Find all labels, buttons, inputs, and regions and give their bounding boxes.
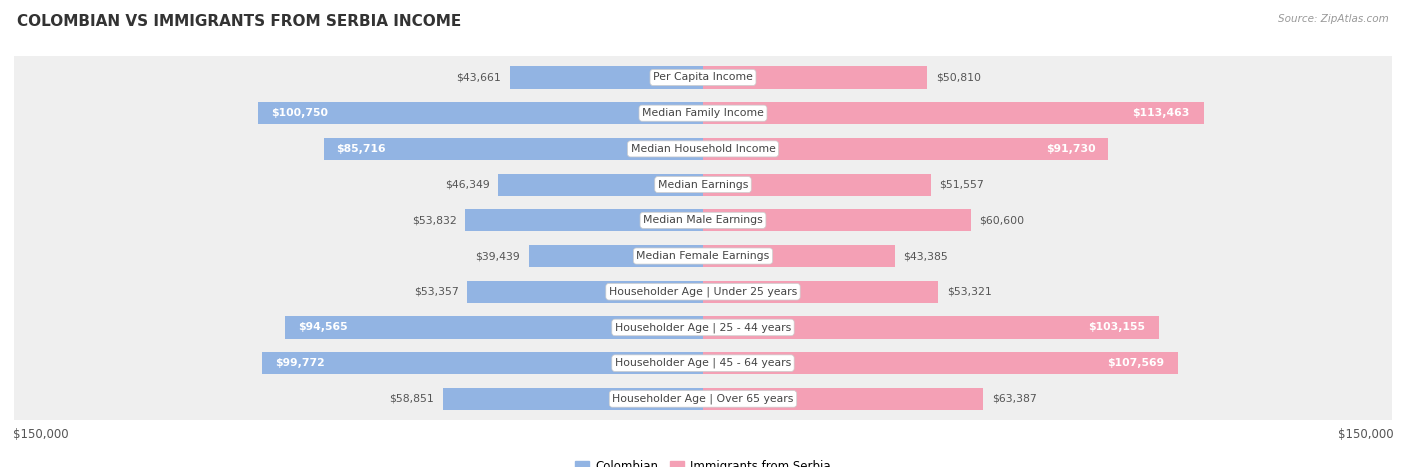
- FancyBboxPatch shape: [14, 221, 1392, 290]
- FancyBboxPatch shape: [14, 293, 1392, 362]
- FancyBboxPatch shape: [14, 186, 1392, 255]
- Bar: [443, 388, 703, 410]
- Text: COLOMBIAN VS IMMIGRANTS FROM SERBIA INCOME: COLOMBIAN VS IMMIGRANTS FROM SERBIA INCO…: [17, 14, 461, 29]
- Text: $58,851: $58,851: [389, 394, 434, 404]
- Text: Householder Age | Under 25 years: Householder Age | Under 25 years: [609, 286, 797, 297]
- Text: Median Family Income: Median Family Income: [643, 108, 763, 118]
- Text: $85,716: $85,716: [336, 144, 385, 154]
- Bar: [703, 138, 1108, 160]
- Bar: [285, 316, 703, 339]
- FancyBboxPatch shape: [14, 43, 1392, 112]
- FancyBboxPatch shape: [14, 114, 1392, 184]
- FancyBboxPatch shape: [14, 364, 1392, 433]
- Text: Median Household Income: Median Household Income: [630, 144, 776, 154]
- FancyBboxPatch shape: [14, 328, 1392, 398]
- Bar: [529, 245, 703, 267]
- Bar: [467, 281, 703, 303]
- Bar: [465, 209, 703, 231]
- Bar: [703, 388, 983, 410]
- Text: $46,349: $46,349: [444, 180, 489, 190]
- FancyBboxPatch shape: [14, 257, 1392, 326]
- Text: $60,600: $60,600: [980, 215, 1025, 225]
- Text: Median Earnings: Median Earnings: [658, 180, 748, 190]
- Text: $43,661: $43,661: [457, 72, 502, 83]
- Bar: [703, 281, 938, 303]
- Bar: [703, 209, 970, 231]
- Text: $63,387: $63,387: [991, 394, 1036, 404]
- Bar: [325, 138, 703, 160]
- Text: $107,569: $107,569: [1107, 358, 1164, 368]
- Text: $51,557: $51,557: [939, 180, 984, 190]
- Text: $53,832: $53,832: [412, 215, 457, 225]
- Text: $113,463: $113,463: [1132, 108, 1189, 118]
- Bar: [703, 66, 928, 89]
- Text: $50,810: $50,810: [936, 72, 981, 83]
- Text: $43,385: $43,385: [904, 251, 948, 261]
- Bar: [263, 352, 703, 374]
- Bar: [703, 245, 894, 267]
- Text: $53,357: $53,357: [413, 287, 458, 297]
- Bar: [703, 316, 1159, 339]
- FancyBboxPatch shape: [14, 150, 1392, 219]
- Bar: [259, 102, 703, 124]
- Text: $100,750: $100,750: [271, 108, 329, 118]
- Text: Householder Age | 25 - 44 years: Householder Age | 25 - 44 years: [614, 322, 792, 333]
- Text: $99,772: $99,772: [276, 358, 325, 368]
- Bar: [703, 174, 931, 196]
- Text: $39,439: $39,439: [475, 251, 520, 261]
- Bar: [498, 174, 703, 196]
- Text: Householder Age | 45 - 64 years: Householder Age | 45 - 64 years: [614, 358, 792, 368]
- FancyBboxPatch shape: [14, 78, 1392, 148]
- Bar: [510, 66, 703, 89]
- Text: $91,730: $91,730: [1046, 144, 1095, 154]
- Text: Source: ZipAtlas.com: Source: ZipAtlas.com: [1278, 14, 1389, 24]
- Bar: [703, 102, 1204, 124]
- Text: Median Male Earnings: Median Male Earnings: [643, 215, 763, 225]
- Text: $103,155: $103,155: [1088, 322, 1144, 333]
- Legend: Colombian, Immigrants from Serbia: Colombian, Immigrants from Serbia: [575, 460, 831, 467]
- Text: Per Capita Income: Per Capita Income: [652, 72, 754, 83]
- Text: Householder Age | Over 65 years: Householder Age | Over 65 years: [612, 394, 794, 404]
- Text: $94,565: $94,565: [298, 322, 347, 333]
- Text: $53,321: $53,321: [948, 287, 993, 297]
- Bar: [703, 352, 1178, 374]
- Text: Median Female Earnings: Median Female Earnings: [637, 251, 769, 261]
